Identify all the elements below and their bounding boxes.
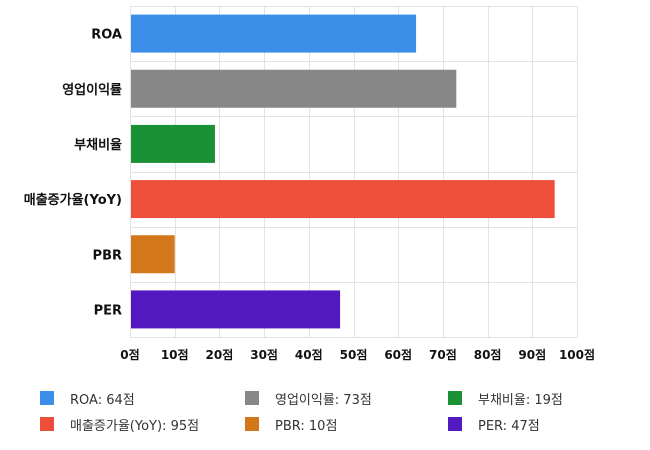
x-tick-label: 60점 xyxy=(384,347,412,362)
legend-label: PER: 47점 xyxy=(478,418,540,434)
bar xyxy=(131,14,417,53)
legend-label: ROA: 64점 xyxy=(70,392,135,408)
category-label: 영업이익률 xyxy=(62,82,122,98)
legend-label: PBR: 10점 xyxy=(275,418,338,434)
legend-label: 영업이익률: 73점 xyxy=(275,392,372,408)
category-label: 매출증가율(YoY) xyxy=(24,192,122,208)
legend-label: 부채비율: 19점 xyxy=(478,392,563,408)
legend-swatch xyxy=(245,417,259,431)
legend-swatch xyxy=(40,417,54,431)
bar xyxy=(131,290,341,329)
x-tick-label: 90점 xyxy=(518,347,546,362)
bar xyxy=(131,235,175,274)
legend-item: 부채비율: 19점 xyxy=(448,388,563,408)
category-label: PER xyxy=(94,303,122,318)
bars xyxy=(131,14,555,329)
category-label: ROA xyxy=(91,28,122,43)
grid-lines xyxy=(130,6,578,338)
legend-swatch xyxy=(245,391,259,405)
x-tick-label: 0점 xyxy=(120,347,139,362)
x-tick-label: 50점 xyxy=(340,347,368,362)
category-label: PBR xyxy=(93,248,122,263)
bar xyxy=(131,180,555,219)
legend-item: PBR: 10점 xyxy=(245,414,337,434)
bar xyxy=(131,69,457,108)
legend-item: PER: 47점 xyxy=(448,414,540,434)
x-tick-label: 20점 xyxy=(206,347,234,362)
category-label: 부채비율 xyxy=(74,137,122,153)
x-tick-label: 80점 xyxy=(474,347,502,362)
legend-item: 매출증가율(YoY): 95점 xyxy=(40,414,199,434)
bar xyxy=(131,124,215,163)
x-tick-label: 10점 xyxy=(161,347,189,362)
x-tick-labels: 0점 10점 20점 30점 40점 50점 60점 70점 80점 90점 100점 xyxy=(120,347,595,362)
x-tick-label: 70점 xyxy=(429,347,457,362)
legend-swatch xyxy=(40,391,54,405)
legend-label: 매출증가율(YoY): 95점 xyxy=(70,418,200,434)
legend-swatch xyxy=(448,391,462,405)
x-tick-label: 40점 xyxy=(295,347,323,362)
legend-item: ROA: 64점 xyxy=(40,388,135,408)
legend-item: 영업이익률: 73점 xyxy=(245,388,372,408)
x-tick-label: 100점 xyxy=(559,347,595,362)
x-tick-label: 30점 xyxy=(250,347,278,362)
legend-swatch xyxy=(448,417,462,431)
